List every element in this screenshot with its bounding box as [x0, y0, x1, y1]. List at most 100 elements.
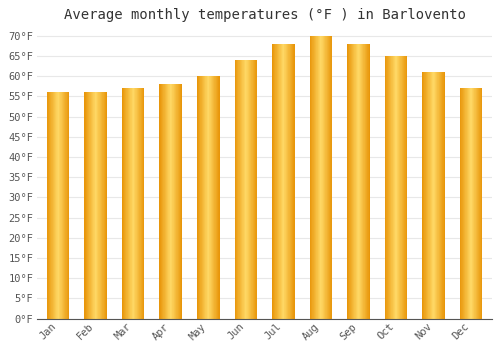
Bar — [254, 60, 255, 318]
Bar — [179, 84, 180, 318]
Bar — [424, 72, 425, 318]
Bar — [288, 44, 289, 318]
Bar — [390, 56, 391, 318]
Bar — [132, 88, 133, 318]
Bar — [172, 84, 173, 318]
Bar — [53, 92, 54, 318]
Bar — [323, 36, 324, 318]
Bar — [349, 44, 350, 318]
Bar — [137, 88, 138, 318]
Bar — [210, 76, 211, 318]
Bar — [49, 92, 50, 318]
Bar — [47, 92, 48, 318]
Bar — [368, 44, 369, 318]
Bar — [62, 92, 63, 318]
Bar — [104, 92, 105, 318]
Bar — [279, 44, 280, 318]
Bar — [277, 44, 278, 318]
Bar — [205, 76, 206, 318]
Bar — [63, 92, 64, 318]
Bar — [474, 88, 475, 318]
Bar — [142, 88, 143, 318]
Bar — [52, 92, 53, 318]
Bar — [253, 60, 254, 318]
Bar — [237, 60, 238, 318]
Bar — [162, 84, 163, 318]
Bar — [348, 44, 349, 318]
Bar — [398, 56, 399, 318]
Bar — [255, 60, 256, 318]
Bar — [426, 72, 428, 318]
Bar — [467, 88, 468, 318]
Bar — [250, 60, 251, 318]
Bar — [207, 76, 208, 318]
Bar — [97, 92, 98, 318]
Bar — [470, 88, 471, 318]
Bar — [249, 60, 250, 318]
Bar — [363, 44, 364, 318]
Bar — [480, 88, 481, 318]
Bar — [51, 92, 52, 318]
Bar — [92, 92, 93, 318]
Bar — [243, 60, 244, 318]
Bar — [167, 84, 168, 318]
Bar — [143, 88, 144, 318]
Bar — [125, 88, 126, 318]
Bar — [443, 72, 444, 318]
Bar — [324, 36, 325, 318]
Bar — [318, 36, 319, 318]
Bar — [466, 88, 467, 318]
Bar — [58, 92, 59, 318]
Bar — [360, 44, 361, 318]
Bar — [317, 36, 318, 318]
Bar — [395, 56, 396, 318]
Bar — [65, 92, 66, 318]
Bar — [311, 36, 312, 318]
Bar — [431, 72, 432, 318]
Bar — [209, 76, 210, 318]
Bar — [180, 84, 181, 318]
Bar — [203, 76, 204, 318]
Bar — [139, 88, 140, 318]
Bar — [404, 56, 405, 318]
Bar — [434, 72, 435, 318]
Bar — [393, 56, 394, 318]
Bar — [163, 84, 164, 318]
Bar — [312, 36, 313, 318]
Bar — [213, 76, 214, 318]
Bar — [99, 92, 100, 318]
Bar — [88, 92, 89, 318]
Bar — [178, 84, 179, 318]
Bar — [351, 44, 352, 318]
Bar — [48, 92, 49, 318]
Bar — [98, 92, 99, 318]
Bar — [61, 92, 62, 318]
Bar — [208, 76, 209, 318]
Bar — [400, 56, 401, 318]
Bar — [331, 36, 332, 318]
Bar — [247, 60, 248, 318]
Bar — [87, 92, 88, 318]
Bar — [464, 88, 465, 318]
Bar — [475, 88, 476, 318]
Bar — [353, 44, 354, 318]
Bar — [274, 44, 275, 318]
Bar — [359, 44, 360, 318]
Bar — [293, 44, 294, 318]
Bar — [310, 36, 311, 318]
Bar — [396, 56, 397, 318]
Bar — [67, 92, 68, 318]
Bar — [201, 76, 202, 318]
Bar — [361, 44, 362, 318]
Bar — [169, 84, 170, 318]
Bar — [463, 88, 464, 318]
Bar — [479, 88, 480, 318]
Bar — [164, 84, 165, 318]
Bar — [468, 88, 469, 318]
Bar — [93, 92, 94, 318]
Bar — [138, 88, 139, 318]
Bar — [325, 36, 326, 318]
Bar — [239, 60, 240, 318]
Bar — [242, 60, 243, 318]
Bar — [478, 88, 479, 318]
